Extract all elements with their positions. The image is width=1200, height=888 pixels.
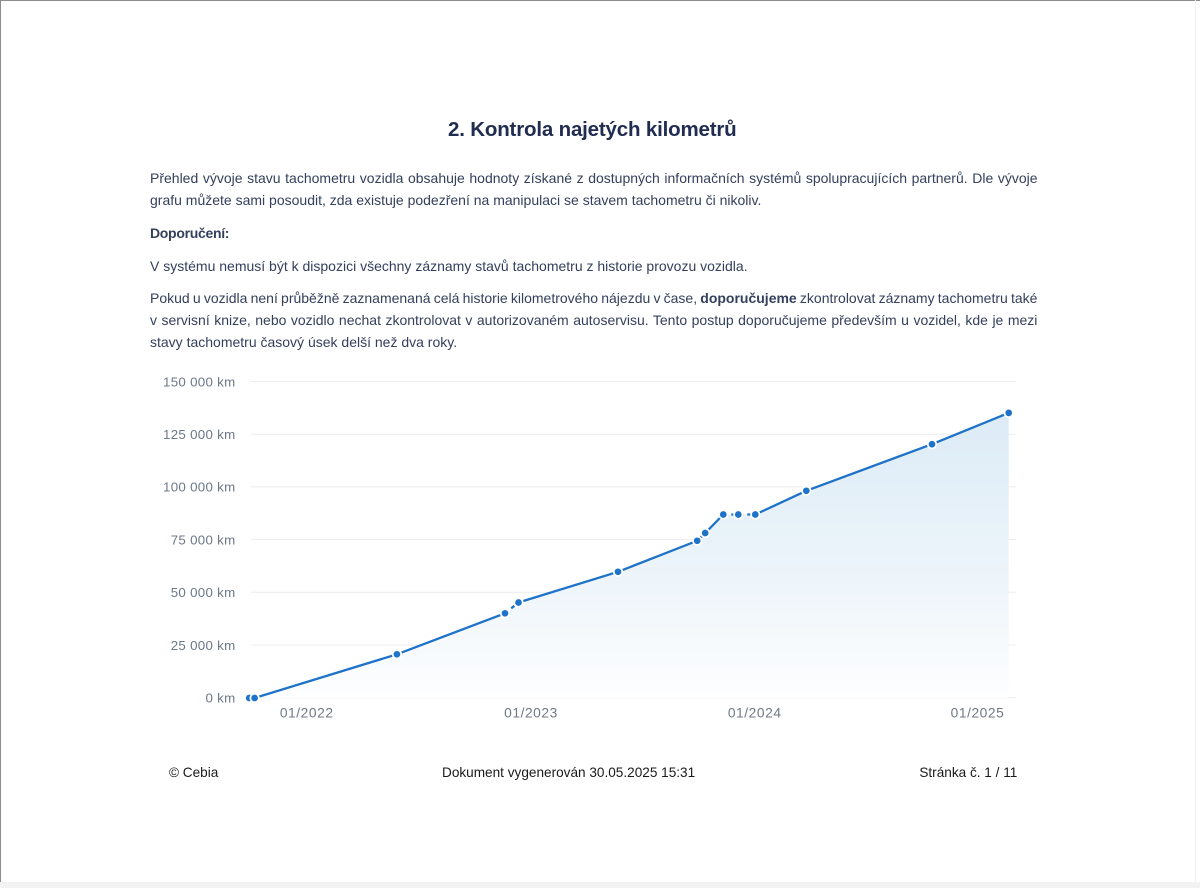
svg-text:01/2024: 01/2024 xyxy=(728,705,782,720)
svg-text:25 000 km: 25 000 km xyxy=(171,638,236,653)
svg-text:0 km: 0 km xyxy=(205,691,235,706)
svg-text:50 000 km: 50 000 km xyxy=(171,585,236,600)
svg-text:01/2025: 01/2025 xyxy=(951,705,1005,720)
svg-text:01/2022: 01/2022 xyxy=(280,705,334,720)
svg-text:01/2023: 01/2023 xyxy=(504,705,558,720)
svg-text:75 000 km: 75 000 km xyxy=(171,532,236,547)
svg-text:125 000 km: 125 000 km xyxy=(163,427,235,442)
svg-text:150 000 km: 150 000 km xyxy=(163,374,235,389)
svg-text:100 000 km: 100 000 km xyxy=(163,480,235,495)
